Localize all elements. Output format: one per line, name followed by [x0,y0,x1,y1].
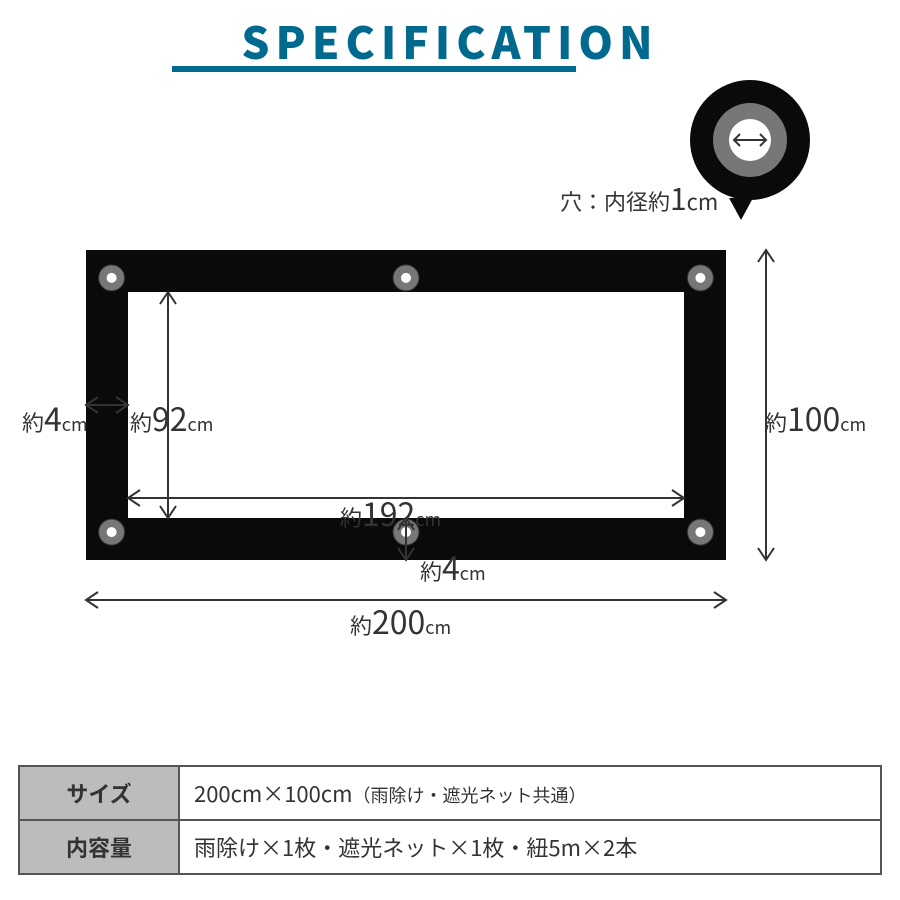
dim-outer-width: 約200cm [350,598,451,644]
spec-label: サイズ [19,766,179,820]
grommet-ring-inner [729,119,771,161]
title-underline [172,66,576,72]
spec-label: 内容量 [19,820,179,874]
page-title: SPECIFICATION [0,8,900,72]
table-row: サイズ200cm×100cm（雨除け・遮光ネット共通） [19,766,881,820]
table-row: 内容量雨除け×1枚・遮光ネット×1枚・紐5m×2本 [19,820,881,874]
dim-inner-height: 約92cm [130,395,213,441]
spec-value: 雨除け×1枚・遮光ネット×1枚・紐5m×2本 [179,820,881,874]
grommet-ring-outer [713,103,787,177]
dim-outer-height: 約100cm [765,395,866,441]
spec-table: サイズ200cm×100cm（雨除け・遮光ネット共通）内容量雨除け×1枚・遮光ネ… [18,765,882,875]
grommet-hole-dimension-arrows [729,119,771,161]
dim-border-bottom: 約4cm [420,544,486,590]
dim-inner-width: 約192cm [340,490,441,536]
dim-border-left: 約4cm [22,395,88,441]
spec-value: 200cm×100cm（雨除け・遮光ネット共通） [179,766,881,820]
